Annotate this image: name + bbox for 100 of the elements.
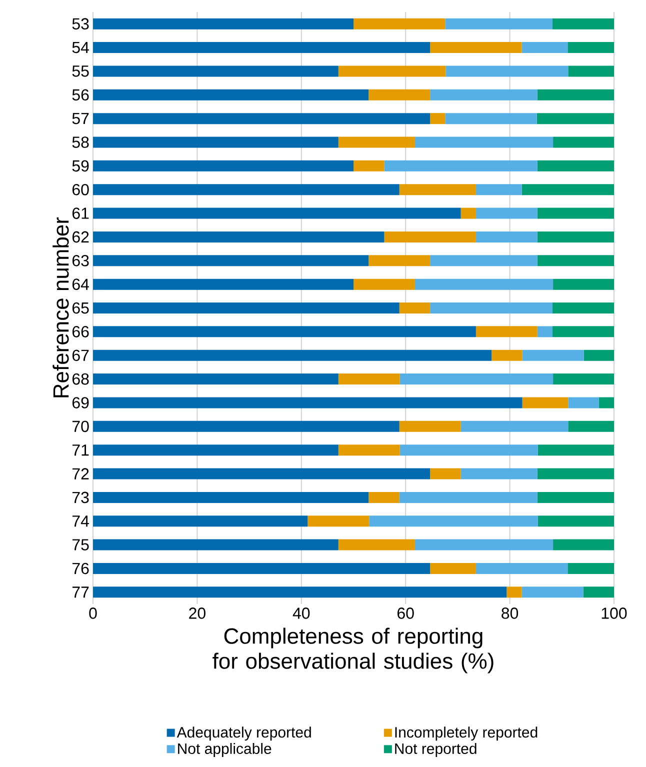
y-tick-label: 57 [72, 112, 89, 124]
y-tick-label: 71 [72, 444, 89, 456]
bar [338, 374, 400, 385]
bar [93, 302, 400, 314]
bar [414, 278, 554, 290]
y-tick-label: 59 [72, 160, 89, 172]
y-axis-title: Reference number [52, 217, 69, 398]
y-tick-label: 56 [72, 89, 89, 101]
bar [460, 420, 568, 432]
bar [338, 136, 415, 148]
bar [93, 255, 369, 266]
x-tick-label: 100 [602, 608, 627, 619]
bar [522, 42, 568, 54]
y-tick-label: 53 [72, 18, 89, 30]
bar [553, 374, 614, 385]
bar [93, 326, 476, 338]
x-tick-label: 60 [398, 608, 414, 619]
bar [476, 562, 568, 574]
bar [384, 231, 476, 242]
bar [93, 374, 338, 385]
bar [538, 444, 614, 456]
bar [476, 184, 522, 196]
bar [414, 136, 554, 148]
bar [537, 231, 614, 242]
bar [430, 468, 461, 480]
bar [430, 302, 553, 314]
bar [460, 208, 476, 219]
bar [93, 562, 430, 574]
bar [522, 397, 568, 408]
bar [537, 208, 614, 219]
bar [354, 18, 446, 30]
bar [93, 420, 400, 432]
y-tick-label: 58 [72, 136, 89, 148]
bar [93, 208, 461, 219]
bar [537, 326, 553, 338]
y-tick-label: 77 [72, 586, 89, 598]
y-tick-label: 73 [72, 492, 89, 504]
bar [537, 89, 614, 100]
bar [537, 160, 614, 172]
bar [368, 89, 430, 100]
y-tick-label: 60 [72, 184, 89, 196]
x-tick-label: 0 [89, 608, 97, 619]
bar [506, 586, 522, 598]
bar [553, 539, 614, 550]
legend-label: Incompletely reported [395, 726, 538, 741]
bar [552, 326, 614, 338]
bar [93, 66, 338, 77]
bar [338, 444, 400, 456]
y-tick-label: 72 [72, 468, 89, 480]
bar [93, 397, 522, 408]
bar [430, 562, 476, 574]
y-tick-label: 75 [72, 539, 89, 550]
bar [430, 113, 446, 124]
bar [445, 18, 553, 30]
bar [93, 136, 338, 148]
x-tick-label: 40 [292, 608, 310, 619]
y-tick-label: 68 [72, 373, 89, 385]
bar [537, 255, 614, 266]
bar [93, 89, 369, 100]
bar [399, 302, 430, 314]
bar [93, 184, 400, 196]
x-axis-title: Completeness of reporting for observational studies (%) [212, 628, 494, 674]
bar [522, 586, 584, 598]
bar [400, 444, 538, 456]
bar [568, 562, 614, 574]
bar [568, 42, 614, 54]
bar [553, 136, 614, 148]
bar [93, 231, 384, 242]
legend-label: Adequately reported [176, 726, 311, 741]
y-tick-label: 66 [72, 326, 89, 338]
bar [492, 350, 522, 361]
bar [568, 397, 599, 408]
bar [93, 350, 492, 361]
bar [430, 89, 538, 100]
y-tick-label: 69 [72, 397, 89, 408]
bar [369, 516, 538, 527]
y-tick-label: 61 [72, 208, 89, 219]
y-tick-label: 76 [72, 562, 89, 574]
bar [399, 492, 538, 503]
x-tick-label: 80 [502, 608, 518, 619]
bar [584, 350, 614, 361]
y-tick-label: 64 [72, 278, 89, 290]
bar [553, 278, 614, 290]
bar [568, 420, 614, 432]
bar [598, 397, 614, 408]
legend-label: Not reported [395, 742, 476, 757]
bar [93, 444, 338, 456]
bar [93, 539, 338, 550]
y-tick-label: 62 [72, 231, 89, 243]
bar [476, 231, 538, 242]
bar [522, 184, 614, 196]
y-tick-label: 55 [72, 66, 89, 77]
y-tick-label: 63 [72, 254, 89, 266]
x-tick-label: 20 [189, 608, 206, 619]
bar [93, 586, 507, 598]
legend-label: Not applicable [178, 742, 272, 757]
bar [354, 160, 384, 172]
bar [414, 539, 554, 550]
bar [538, 516, 614, 527]
bar [583, 586, 614, 598]
